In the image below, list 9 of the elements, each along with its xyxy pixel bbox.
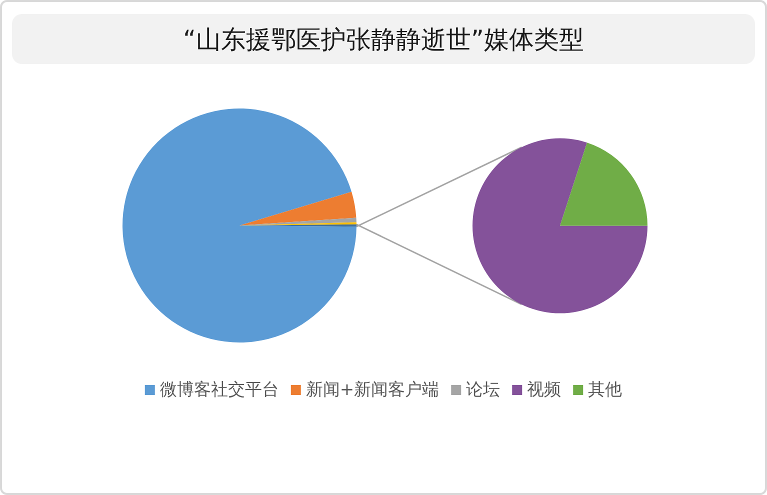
legend-item: 视频 <box>512 380 562 400</box>
legend-label: 论坛 <box>466 380 500 400</box>
legend-item: 其他 <box>573 380 622 400</box>
legend-label: 其他 <box>588 380 622 400</box>
legend-item: 新闻+新闻客户端 <box>290 380 440 400</box>
legend-item: 论坛 <box>451 380 500 400</box>
chart-title: “山东援鄂医护张静静逝世”媒体类型 <box>183 25 584 54</box>
legend-label: 视频 <box>527 380 562 400</box>
legend-item: 微博客社交平台 <box>144 380 279 400</box>
